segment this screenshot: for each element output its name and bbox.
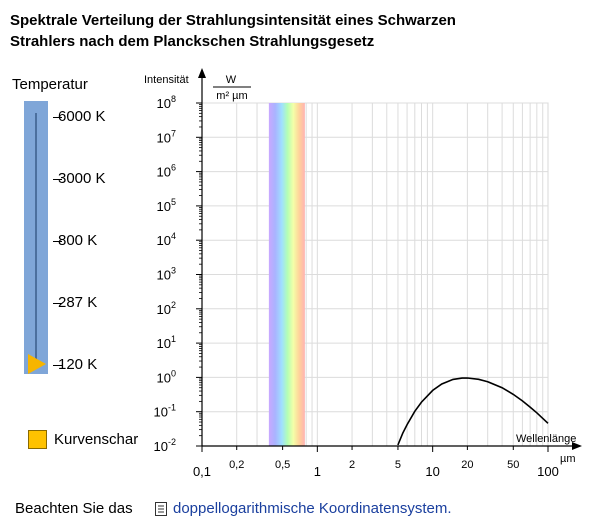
grid-lines (201, 102, 549, 447)
slider-thumb[interactable] (28, 354, 46, 374)
y-tick-label: 10-1 (154, 403, 176, 420)
curve-family-checkbox[interactable] (28, 430, 47, 449)
x-tick-label: 1 (314, 464, 321, 479)
x-tick-label: 100 (537, 464, 559, 479)
document-icon[interactable] (155, 502, 167, 516)
y-axis-arrow (198, 68, 206, 78)
x-axis-arrow (572, 442, 582, 450)
y-tick-label: 102 (157, 300, 176, 317)
temp-tick (53, 117, 62, 118)
curve-family-label[interactable]: Kurvenschar (54, 431, 139, 448)
coordinate-system-link[interactable]: doppellogarithmische Koordinatensystem. (173, 500, 452, 517)
x-axis-label: Wellenlänge (516, 433, 576, 445)
visible-spectrum-band (268, 103, 305, 446)
title-line-1: Spektrale Verteilung der Strahlungsinten… (10, 12, 456, 29)
title-line-2: Strahlers nach dem Planckschen Strahlung… (10, 33, 375, 50)
x-tick-label: 0,1 (193, 464, 211, 479)
y-tick-exponent: 1 (171, 334, 176, 344)
y-tick-exponent: 2 (171, 300, 176, 310)
y-tick-exponent: 8 (171, 94, 176, 104)
temp-option-287[interactable]: 287 K (58, 294, 98, 311)
temp-tick (53, 303, 62, 304)
temperature-label: Temperatur (12, 76, 88, 93)
y-tick-exponent: 6 (171, 163, 176, 173)
y-tick-exponent: 4 (171, 231, 176, 241)
y-tick-label: 104 (157, 231, 176, 248)
y-tick-exponent: -1 (168, 403, 176, 413)
slider-track-line (35, 113, 37, 365)
x-tick-label: 10 (425, 464, 439, 479)
x-unit-label: µm (560, 453, 576, 465)
y-tick-label: 103 (157, 266, 176, 283)
temp-tick (53, 179, 62, 180)
y-unit-denominator: m² µm (216, 90, 247, 102)
y-tick-label: 105 (157, 197, 176, 214)
y-tick-label: 10-2 (154, 437, 176, 454)
y-tick-label: 106 (157, 163, 176, 180)
x-tick-label: 20 (461, 459, 473, 471)
footer-text: Beachten Sie das (15, 500, 133, 517)
temp-option-6000[interactable]: 6000 K (58, 108, 106, 125)
temp-option-120[interactable]: 120 K (58, 356, 98, 373)
x-tick-label: 0,2 (229, 459, 244, 471)
axes (198, 68, 582, 450)
x-tick-label: 2 (349, 459, 355, 471)
temp-option-800[interactable]: 800 K (58, 232, 98, 249)
temp-tick (53, 365, 62, 366)
x-tick-label: 0,5 (275, 459, 290, 471)
y-tick-exponent: -2 (168, 437, 176, 447)
y-tick-exponent: 0 (171, 368, 176, 378)
y-tick-exponent: 5 (171, 197, 176, 207)
x-tick-label: 50 (507, 459, 519, 471)
y-unit-numerator: W (226, 74, 237, 86)
x-tick-label: 5 (395, 459, 401, 471)
y-tick-label: 108 (157, 94, 176, 111)
series-line-120k (397, 377, 549, 446)
chart-title: Spektrale Verteilung der Strahlungsinten… (10, 10, 456, 52)
temp-tick (53, 241, 62, 242)
y-axis-label: Intensität (144, 74, 189, 86)
y-tick-label: 100 (157, 368, 176, 385)
y-tick-label: 107 (157, 128, 176, 145)
y-tick-exponent: 3 (171, 266, 176, 276)
temp-option-3000[interactable]: 3000 K (58, 170, 106, 187)
y-tick-label: 101 (157, 334, 176, 351)
y-tick-exponent: 7 (171, 128, 176, 138)
